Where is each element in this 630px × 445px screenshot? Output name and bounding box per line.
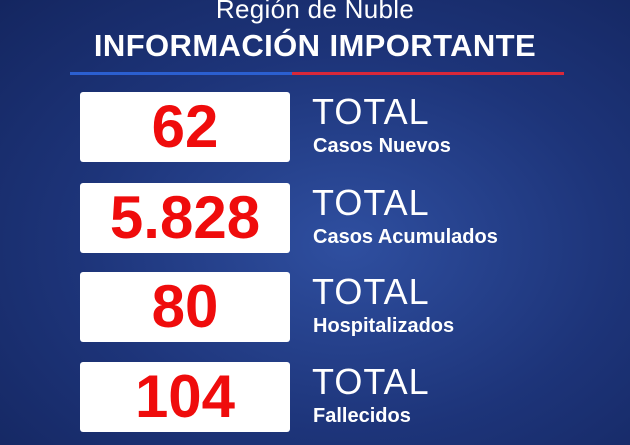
page-title: INFORMACIÓN IMPORTANTE xyxy=(93,28,537,63)
stat-value-box: 5.828 xyxy=(80,183,290,253)
stat-total-label: TOTAL xyxy=(312,91,430,132)
stat-value: 104 xyxy=(134,363,236,430)
stat-deceased: 104 TOTAL Fallecidos xyxy=(80,362,580,432)
stat-label: Fallecidos xyxy=(313,405,411,427)
stat-value-box: 62 xyxy=(80,92,290,162)
stat-new-cases: 62 TOTAL Casos Nuevos xyxy=(80,92,580,162)
stat-value: 62 xyxy=(151,93,219,160)
stat-total-label: TOTAL xyxy=(312,271,430,312)
stat-label: Hospitalizados xyxy=(313,315,455,337)
stat-value: 80 xyxy=(151,273,219,340)
stat-accumulated-cases: 5.828 TOTAL Casos Acumulados xyxy=(80,183,580,253)
stat-total-label: TOTAL xyxy=(312,182,430,223)
stat-hospitalized: 80 TOTAL Hospitalizados xyxy=(80,272,580,342)
title-underline-blue xyxy=(70,72,292,75)
stat-total-label: TOTAL xyxy=(312,361,430,402)
title-underline-red xyxy=(292,72,564,75)
stat-value-box: 104 xyxy=(80,362,290,432)
region-title: Región de Ñuble xyxy=(215,0,415,24)
stat-value: 5.828 xyxy=(109,184,261,251)
stat-label: Casos Nuevos xyxy=(313,135,451,157)
stat-label: Casos Acumulados xyxy=(313,226,498,248)
stat-value-box: 80 xyxy=(80,272,290,342)
